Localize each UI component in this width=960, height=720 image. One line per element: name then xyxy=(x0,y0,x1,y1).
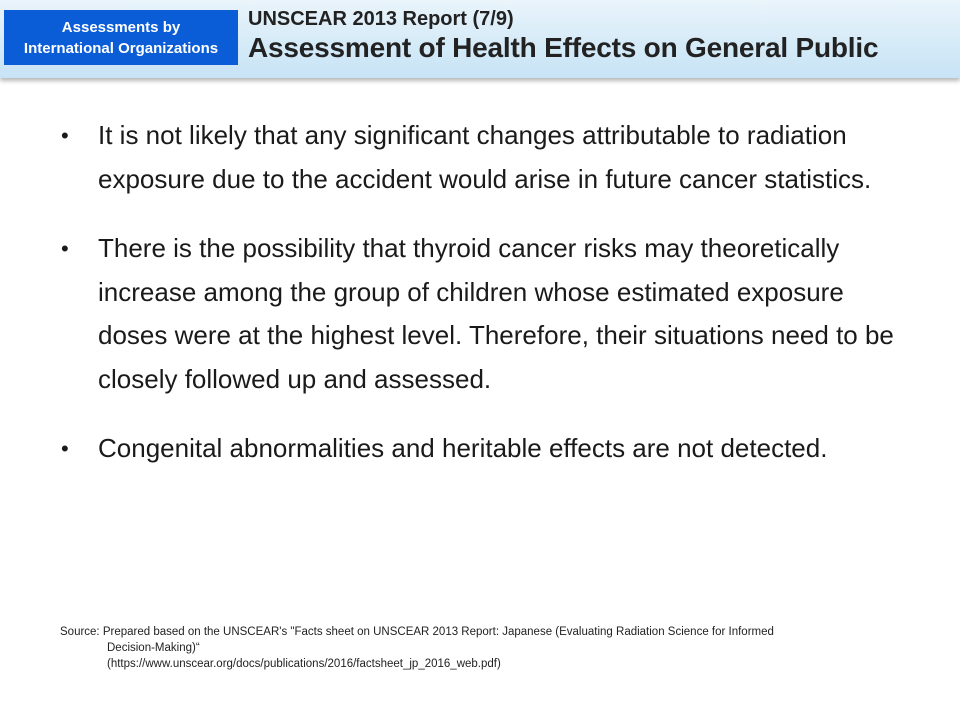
bullet-list: • It is not likely that any significant … xyxy=(58,114,908,471)
bullet-marker: • xyxy=(61,436,69,461)
slide-header: Assessments by International Organizatio… xyxy=(0,0,960,78)
source-url: (https://www.unscear.org/docs/publicatio… xyxy=(107,658,501,670)
bullet-text: It is not likely that any significant ch… xyxy=(98,120,872,194)
slide-title: Assessment of Health Effects on General … xyxy=(248,32,879,63)
source-note: Source: Prepared based on the UNSCEAR's … xyxy=(60,624,920,672)
source-line: Decision-Making)“ xyxy=(107,642,200,654)
slide-subtitle: UNSCEAR 2013 Report (7/9) xyxy=(248,8,514,30)
bullet-text: There is the possibility that thyroid ca… xyxy=(98,233,894,394)
bullet-marker: • xyxy=(61,236,69,261)
category-badge: Assessments by International Organizatio… xyxy=(4,10,238,65)
bullet-text: Congenital abnormalities and heritable e… xyxy=(98,433,828,463)
bullet-marker: • xyxy=(61,123,69,148)
bullet-item: • Congenital abnormalities and heritable… xyxy=(58,427,908,471)
source-line: Source: Prepared based on the UNSCEAR's … xyxy=(60,626,774,638)
bullet-item: • There is the possibility that thyroid … xyxy=(58,227,908,401)
bullet-item: • It is not likely that any significant … xyxy=(58,114,908,201)
